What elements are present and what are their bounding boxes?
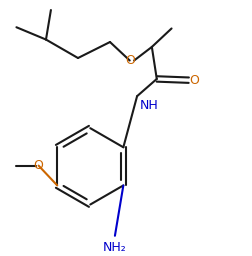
Text: NH: NH xyxy=(140,99,158,112)
Text: O: O xyxy=(34,159,44,172)
Text: O: O xyxy=(125,54,135,67)
Text: NH₂: NH₂ xyxy=(103,241,127,254)
Text: O: O xyxy=(189,74,199,87)
